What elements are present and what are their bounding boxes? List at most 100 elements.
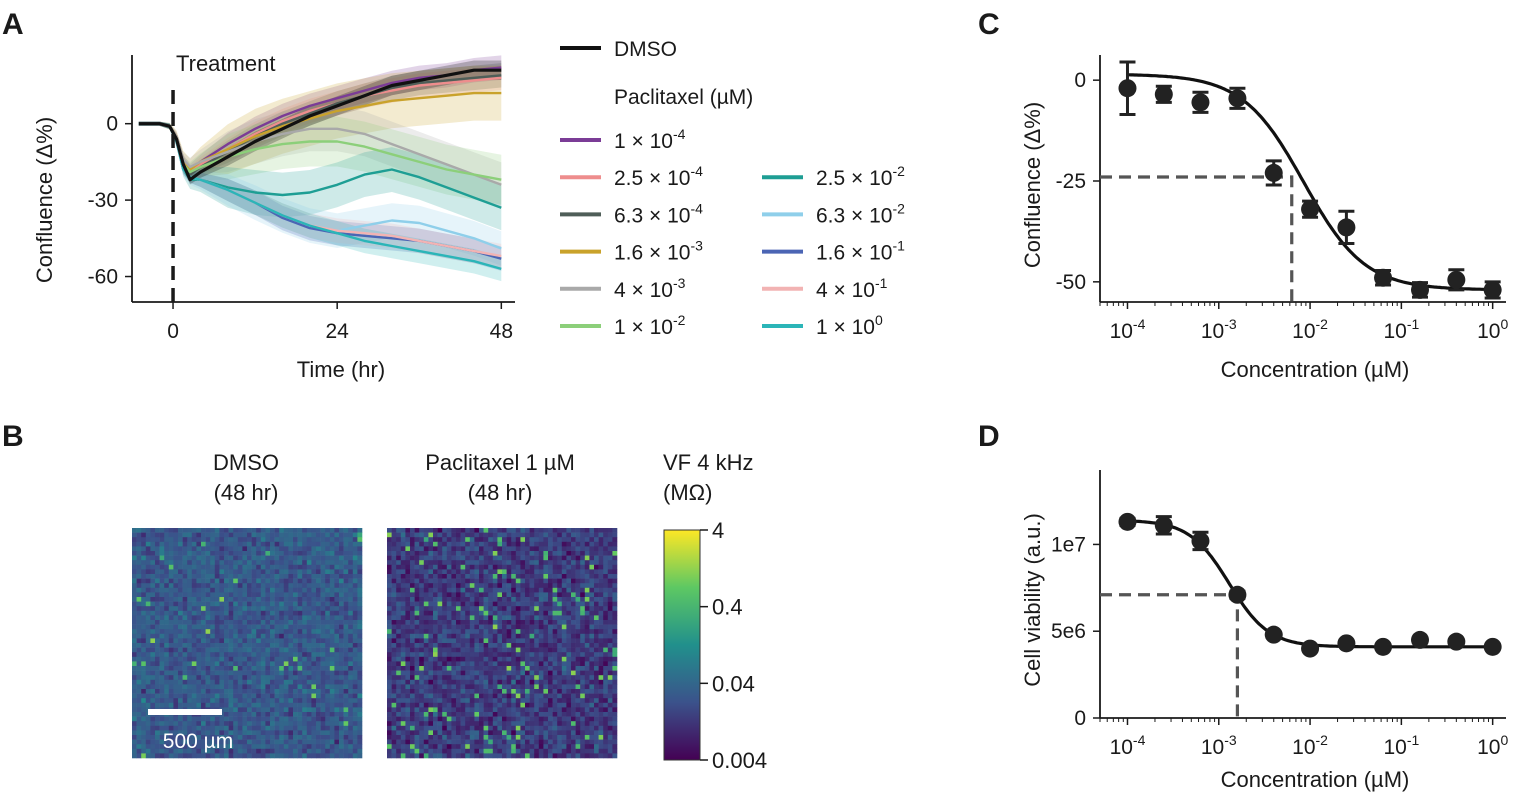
a-legend-label-p6.3e-2: 6.3 × 10-2 [816,200,905,227]
d-data-point [1154,516,1173,535]
d-xtick-label: 10-1 [1383,732,1419,759]
a-xtick-label: 24 [325,320,349,343]
b-colorbar-tick-label: 4 [712,518,724,543]
b-colorbar-tick-label: 0.004 [712,748,767,773]
a-ytick-label: -30 [88,189,118,212]
a-legend-label-p4e-3: 4 × 10-3 [614,275,686,302]
a-ytick-label: 0 [106,113,118,136]
a-band-dmso [138,60,502,185]
c-data-point [1374,268,1393,287]
d-data-point [1228,585,1247,604]
b-right-title-line1: Paclitaxel 1 µM [425,450,575,475]
a-xlabel: Time (hr) [297,357,385,382]
a-axes: 0 24 48 0 -30 -60 [88,55,515,343]
d-data-point [1483,637,1502,656]
a-series-lines [138,66,502,271]
b-colorbar-ticks: 4 0.4 0.04 0.004 [700,518,767,773]
a-legend-label-dmso: DMSO [614,38,677,61]
b-scalebar-label: 500 µm [163,730,233,753]
c-data-point [1337,218,1356,237]
d-data-point [1374,637,1393,656]
b-scalebar [148,709,222,715]
b-left-title-line1: DMSO [213,450,279,475]
b-colorbar [663,529,701,761]
a-xtick-label: 48 [490,320,513,343]
b-heatmap-paclitaxel [387,528,618,759]
c-data-point [1118,79,1137,98]
d-data-point [1411,630,1430,649]
d-xtick-label: 10-2 [1292,732,1328,759]
a-legend-label-p4e-1: 4 × 10-1 [816,275,888,302]
panel-letter-a: A [2,8,24,41]
c-xtick-label: 10-4 [1110,316,1146,343]
a-legend-label-p1e-2: 1 × 10-2 [614,312,686,339]
d-data-point [1118,512,1137,531]
d-ytick-label: 1e7 [1051,533,1086,556]
a-legend-label-p2.5e-2: 2.5 × 10-2 [816,163,905,190]
b-colorbar-tick-label: 0.4 [712,595,743,620]
a-treatment-label: Treatment [176,51,275,76]
c-xtick-label: 10-1 [1383,316,1419,343]
a-legend-label-p6.3e-4: 6.3 × 10-4 [614,200,703,227]
a-band-p4e-3 [138,106,502,208]
c-xlabel: Concentration (µM) [1221,357,1410,382]
a-band-p1e-2 [138,116,502,205]
a-ylabel: Confluence (Δ%) [32,117,57,283]
c-data-point [1154,85,1173,104]
a-legend-label-p1.6e-3: 1.6 × 10-3 [614,238,703,265]
a-band-p4e-1 [138,121,502,269]
b-right-title-line2: (48 hr) [468,480,533,505]
a-legend-label-p1.6e-1: 1.6 × 10-1 [816,238,905,265]
b-left-title-line2: (48 hr) [214,480,279,505]
d-data-point [1301,639,1320,658]
c-xtick-label: 100 [1477,316,1508,343]
d-data-point [1191,531,1210,550]
b-colorbar-tick-label: 0.04 [712,671,755,696]
d-xtick-label: 10-3 [1201,732,1237,759]
panel-letter-d: D [978,420,1000,453]
a-legend-label-p1e0: 1 × 100 [816,312,883,339]
c-ylabel: Confluence (Δ%) [1020,102,1045,268]
c-data-point [1483,280,1502,299]
c-data-point [1228,89,1247,108]
a-legend-label-p2.5e-4: 2.5 × 10-4 [614,163,703,190]
d-ylabel: Cell viability (a.u.) [1020,513,1045,687]
b-colorbar-title-line1: VF 4 kHz [663,450,753,475]
a-legend-group-title: Paclitaxel (µM) [614,86,753,109]
c-data-point [1301,200,1320,219]
d-xlabel: Concentration (µM) [1221,767,1410,792]
b-heatmap-dmso [132,528,363,759]
a-legend-label-p1e-4: 1 × 10-4 [614,126,686,153]
d-guide-lines [1100,593,1240,718]
d-data-point [1264,625,1283,644]
c-data-point [1447,270,1466,289]
panel-d: D 0 5e6 1e7 10-4 10-3 10-2 10-1 100 Concentrati… [978,420,1508,792]
d-ytick-label: 5e6 [1051,620,1086,643]
c-xtick-label: 10-2 [1292,316,1328,343]
c-fit-curve [1127,73,1493,292]
a-ytick-label: -60 [88,266,118,289]
a-line-dmso [138,68,502,182]
d-xtick-label: 100 [1477,732,1508,759]
c-data-point [1411,280,1430,299]
panel-letter-b: B [2,420,24,453]
a-legend: DMSO Paclitaxel (µM) 1 × 10-4 2.5 × 10-4 6.3… [560,38,905,339]
c-guide-lines [1100,175,1294,302]
panel-b: B DMSO (48 hr) Paclitaxel 1 µM (48 hr) 5… [2,420,767,773]
a-xtick-label: 0 [167,320,179,343]
panel-a: A Treatment 0 24 48 0 -30 -60 Time (hr) Confl… [2,8,905,382]
c-ytick-label: -50 [1056,271,1086,294]
panel-letter-c: C [978,8,1000,41]
b-colorbar-title-line2: (MΩ) [663,480,712,505]
d-fit-curve [1127,519,1493,649]
a-band-p6.3e-2 [138,121,502,266]
d-xtick-label: 10-4 [1110,732,1146,759]
c-ytick-label: 0 [1074,69,1086,92]
c-data-point [1191,93,1210,112]
c-ytick-label: -25 [1056,170,1086,193]
c-data-point [1264,163,1283,182]
d-ytick-label: 0 [1074,707,1086,730]
a-band-p1.6e-1 [138,121,502,271]
d-data-point [1447,632,1466,651]
